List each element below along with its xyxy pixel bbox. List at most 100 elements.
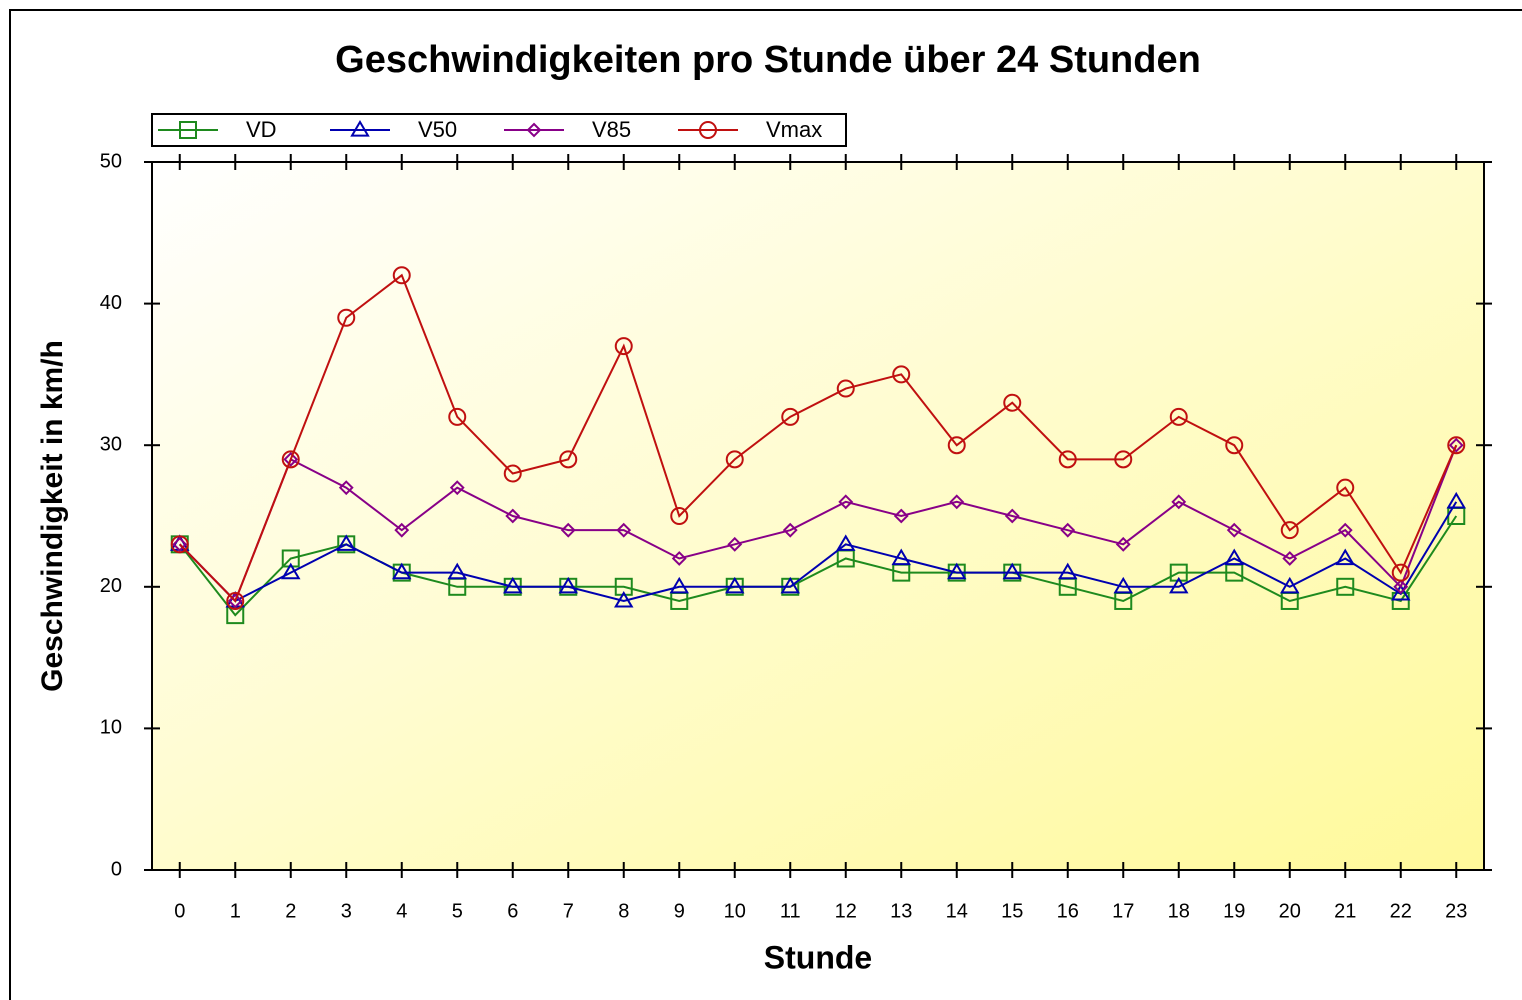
marker bbox=[616, 522, 632, 538]
x-tick-label: 17 bbox=[1112, 900, 1134, 922]
marker bbox=[226, 591, 245, 610]
marker bbox=[558, 576, 578, 594]
y-tick-label: 30 bbox=[100, 433, 122, 455]
marker bbox=[338, 480, 354, 496]
y-tick-label: 40 bbox=[100, 292, 122, 314]
marker bbox=[1391, 583, 1411, 601]
marker bbox=[170, 535, 189, 554]
x-tick-label: 15 bbox=[1001, 900, 1023, 922]
x-tick-label: 10 bbox=[724, 900, 746, 922]
marker bbox=[669, 576, 689, 594]
marker bbox=[836, 534, 856, 551]
y-tick-label: 10 bbox=[100, 717, 122, 739]
marker bbox=[1171, 494, 1187, 510]
x-tick-label: 23 bbox=[1445, 900, 1467, 922]
x-tick-label: 8 bbox=[618, 900, 629, 922]
marker bbox=[949, 494, 965, 510]
y-tick-label: 20 bbox=[100, 575, 122, 597]
marker bbox=[392, 266, 411, 285]
marker bbox=[1448, 437, 1464, 453]
marker bbox=[1003, 393, 1022, 412]
x-tick-label: 0 bbox=[174, 900, 185, 922]
marker bbox=[1169, 576, 1189, 594]
marker bbox=[947, 436, 966, 455]
legend-label: V85 bbox=[592, 117, 631, 142]
marker bbox=[1115, 536, 1131, 552]
marker bbox=[1336, 478, 1355, 497]
x-tick-label: 1 bbox=[230, 900, 241, 922]
x-tick-label: 19 bbox=[1223, 900, 1245, 922]
legend-label: Vmax bbox=[766, 117, 822, 142]
marker bbox=[392, 562, 412, 580]
y-tick-label: 50 bbox=[100, 150, 122, 172]
marker bbox=[172, 536, 188, 552]
x-tick-label: 11 bbox=[780, 900, 801, 922]
marker bbox=[614, 337, 633, 356]
marker bbox=[1224, 548, 1244, 566]
marker bbox=[1058, 562, 1078, 580]
marker bbox=[1169, 407, 1188, 426]
marker bbox=[1335, 548, 1355, 566]
marker bbox=[281, 450, 300, 469]
marker bbox=[780, 576, 800, 594]
marker bbox=[394, 522, 410, 538]
marker bbox=[781, 407, 800, 426]
marker bbox=[1280, 576, 1300, 594]
x-tick-label: 13 bbox=[890, 900, 912, 922]
marker bbox=[337, 308, 356, 327]
marker bbox=[227, 593, 243, 609]
x-tick-label: 20 bbox=[1279, 900, 1301, 922]
marker bbox=[503, 464, 522, 483]
marker bbox=[449, 480, 465, 496]
marker bbox=[947, 562, 967, 580]
marker bbox=[350, 120, 370, 137]
x-tick-label: 6 bbox=[507, 900, 518, 922]
marker bbox=[892, 365, 911, 384]
marker bbox=[1058, 450, 1077, 469]
marker bbox=[614, 590, 634, 608]
marker bbox=[448, 407, 467, 426]
chart-title: Geschwindigkeiten pro Stunde über 24 Stu… bbox=[335, 39, 1201, 81]
marker bbox=[447, 562, 467, 580]
x-tick-label: 14 bbox=[946, 900, 968, 922]
marker bbox=[1391, 563, 1410, 582]
legend-label: V50 bbox=[418, 117, 457, 142]
marker bbox=[559, 450, 578, 469]
marker bbox=[1114, 450, 1133, 469]
x-tick-label: 12 bbox=[835, 900, 857, 922]
x-axis-label: Stunde bbox=[764, 939, 872, 975]
marker bbox=[670, 507, 689, 525]
marker bbox=[725, 576, 745, 594]
x-tick-label: 22 bbox=[1390, 900, 1412, 922]
marker bbox=[836, 379, 855, 398]
y-tick-label: 0 bbox=[111, 858, 122, 880]
series-line bbox=[179, 273, 1458, 603]
marker bbox=[671, 551, 687, 566]
marker bbox=[891, 548, 911, 566]
marker bbox=[1226, 522, 1242, 538]
marker bbox=[560, 522, 576, 538]
x-tick-label: 21 bbox=[1334, 900, 1356, 922]
marker bbox=[1336, 577, 1355, 596]
y-axis-label: Geschwindigkeit in km/h bbox=[36, 340, 69, 692]
marker bbox=[283, 451, 299, 467]
marker bbox=[179, 121, 197, 139]
marker bbox=[699, 121, 717, 139]
x-tick-label: 7 bbox=[563, 900, 574, 922]
marker bbox=[1113, 576, 1133, 594]
x-tick-label: 5 bbox=[452, 900, 463, 922]
x-tick-label: 16 bbox=[1057, 900, 1079, 922]
marker bbox=[1337, 522, 1353, 538]
x-tick-label: 2 bbox=[285, 900, 296, 922]
series-line bbox=[179, 444, 1458, 603]
marker bbox=[1282, 551, 1298, 566]
frame bbox=[9, 9, 1522, 1000]
x-tick-label: 18 bbox=[1168, 900, 1190, 922]
marker bbox=[281, 562, 301, 580]
marker bbox=[893, 508, 909, 524]
marker bbox=[1004, 508, 1020, 524]
marker bbox=[782, 522, 798, 538]
x-tick-label: 3 bbox=[341, 900, 352, 922]
